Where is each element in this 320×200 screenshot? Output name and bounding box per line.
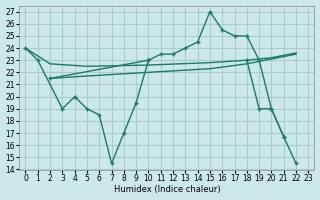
X-axis label: Humidex (Indice chaleur): Humidex (Indice chaleur) — [114, 185, 220, 194]
